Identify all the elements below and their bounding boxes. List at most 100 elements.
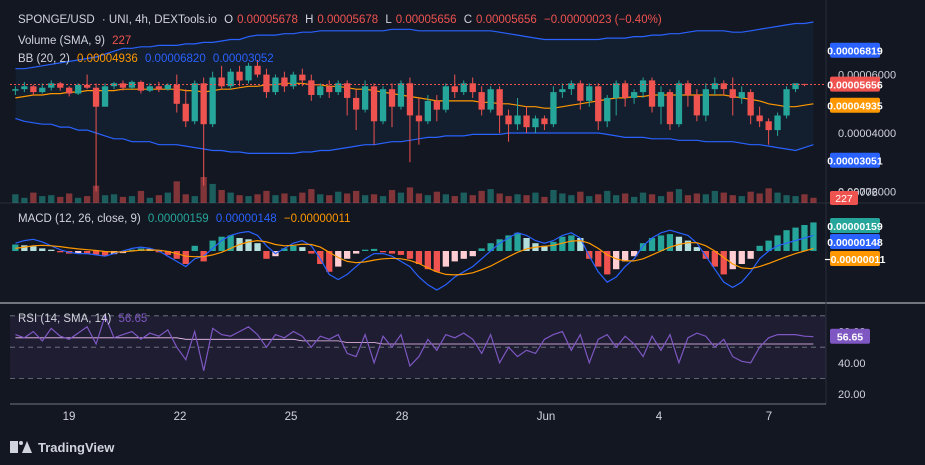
macd-legend-name[interactable]: MACD (12, 26, close, 9)	[18, 213, 141, 225]
candle	[729, 77, 736, 116]
volume-legend-name[interactable]: Volume (SMA, 9)	[18, 35, 105, 47]
volume-label: 227	[835, 193, 853, 205]
candle-body	[514, 115, 521, 125]
candle-body	[119, 83, 127, 88]
volume-label-bg	[830, 191, 858, 205]
macd-histogram-bar	[514, 232, 521, 251]
symbol[interactable]: SPONGE/USD	[18, 14, 95, 26]
candle	[119, 80, 127, 91]
volume-bar	[765, 188, 772, 203]
volume-bar	[523, 195, 530, 203]
time-tick-label: 25	[285, 411, 298, 423]
candle	[370, 83, 378, 145]
volume-bar	[245, 196, 252, 203]
macd-histogram-bar	[604, 251, 611, 275]
macd-histogram-bar	[397, 251, 405, 255]
candle	[218, 65, 225, 90]
candle	[281, 71, 288, 93]
candle	[505, 109, 512, 142]
candle	[290, 71, 297, 90]
volume-bar	[657, 196, 665, 203]
candle	[39, 83, 46, 94]
macd-histogram-bar	[164, 251, 171, 255]
bb-upper-line	[15, 21, 814, 70]
time-tick-label: 22	[174, 411, 187, 423]
candle	[657, 86, 665, 125]
candle-body	[613, 83, 620, 98]
candle-body	[550, 92, 557, 125]
candle-body	[487, 89, 494, 110]
candle	[254, 59, 261, 78]
volume-bar	[568, 195, 575, 203]
macd-histogram-bar	[48, 249, 55, 251]
macd-histogram-bar	[433, 251, 440, 272]
symbol-meta: · UNI, 4h, DEXTools.io	[101, 14, 217, 26]
candle	[496, 86, 503, 133]
price-label: 0.00005656	[827, 80, 883, 92]
macd-histogram-bar	[774, 235, 781, 251]
bb-legend: BB (20, 2) 0.00004936 0.00006820 0.00003…	[18, 53, 278, 65]
volume-bar	[693, 193, 700, 203]
candle	[209, 71, 216, 128]
price-label-bg	[830, 42, 880, 58]
volume-bar	[182, 194, 189, 203]
candle	[227, 68, 234, 90]
candle-body	[39, 87, 46, 93]
candle	[460, 80, 467, 96]
macd-histogram-bar	[317, 251, 324, 264]
volume-bar	[406, 187, 414, 203]
macd-histogram-bar	[657, 235, 665, 251]
macd-histogram-bar	[469, 251, 476, 257]
macd-histogram-bar	[57, 251, 64, 253]
macd-histogram-bar	[227, 235, 234, 251]
candle-body	[164, 84, 171, 90]
candle-body	[137, 81, 145, 91]
macd-histogram-bar	[263, 251, 270, 259]
tradingview-logo[interactable]: TradingView	[10, 438, 114, 456]
volume-bar	[595, 194, 602, 203]
volume-bar	[128, 196, 136, 203]
volume-bar	[326, 195, 333, 203]
volume-bar	[460, 192, 467, 203]
bb-legend-name[interactable]: BB (20, 2)	[18, 53, 70, 65]
candle	[631, 89, 638, 104]
macd-histogram-bar	[666, 234, 674, 251]
macd-histogram-bar	[684, 240, 692, 251]
macd-histogram-bar	[792, 227, 799, 251]
volume-bar	[84, 196, 91, 203]
volume-bar	[559, 193, 566, 203]
macd-histogram-bar	[335, 251, 342, 267]
candle-body	[648, 80, 656, 107]
rsi-legend-name[interactable]: RSI (14, SMA, 14)	[18, 313, 112, 325]
macd-histogram-bar	[254, 243, 261, 251]
candle-body	[92, 87, 100, 107]
change-value: −0.00000023 (−0.40%)	[544, 14, 662, 26]
volume-bar	[370, 194, 378, 203]
macd-histogram-bar	[505, 235, 512, 251]
candle	[568, 80, 575, 96]
bb-lower-line	[15, 117, 814, 154]
macd-line	[15, 229, 814, 291]
volume-bar	[514, 194, 521, 203]
candle-body	[604, 97, 611, 122]
tradingview-brand: TradingView	[38, 439, 115, 455]
macd-histogram-bar	[595, 251, 602, 267]
volume-bar	[362, 195, 369, 203]
macd-histogram-bar	[648, 238, 656, 251]
candle	[362, 80, 369, 113]
open-value: 0.00005678	[237, 14, 298, 26]
volume-bar	[299, 192, 306, 203]
candle-body	[505, 115, 512, 125]
volume-bar	[756, 193, 763, 203]
macd-histogram-bar	[756, 245, 763, 251]
candle-body	[469, 83, 476, 93]
price-tick-label: 0.00004000	[838, 128, 896, 140]
bb-basis-value: 0.00004936	[76, 53, 138, 65]
macd-histogram-bar	[577, 238, 584, 251]
candle	[137, 80, 145, 94]
macd-histogram-bar	[810, 222, 817, 251]
candle	[801, 83, 808, 87]
volume-bar	[648, 194, 656, 203]
rsi-legend-value: 56.65	[118, 313, 148, 325]
